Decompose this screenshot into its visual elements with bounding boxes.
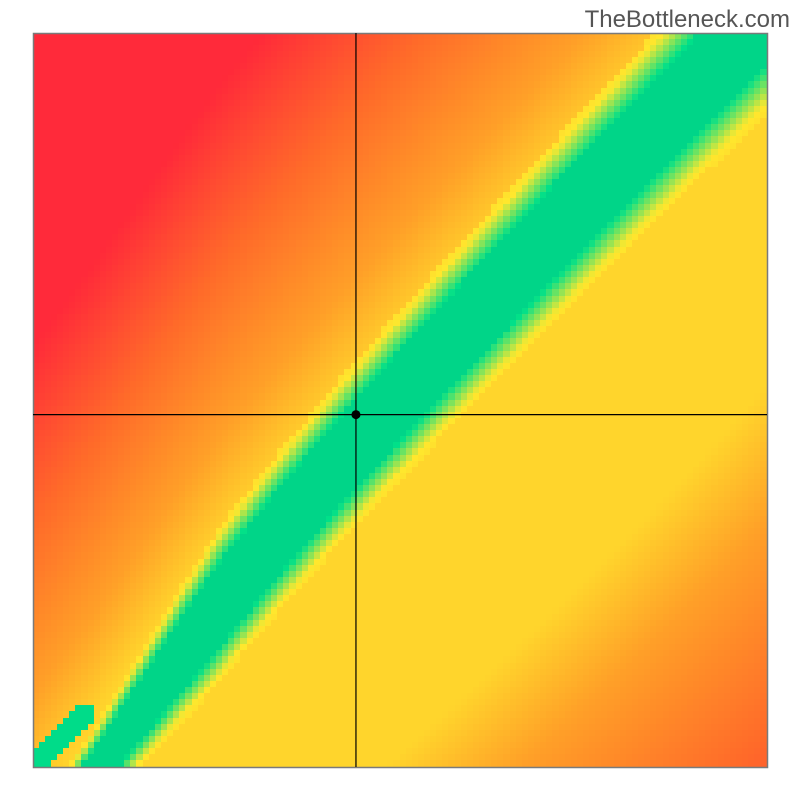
bottleneck-heatmap	[0, 0, 800, 800]
watermark-text: TheBottleneck.com	[585, 6, 790, 34]
chart-container: { "chart": { "type": "heatmap", "width_p…	[0, 0, 800, 800]
